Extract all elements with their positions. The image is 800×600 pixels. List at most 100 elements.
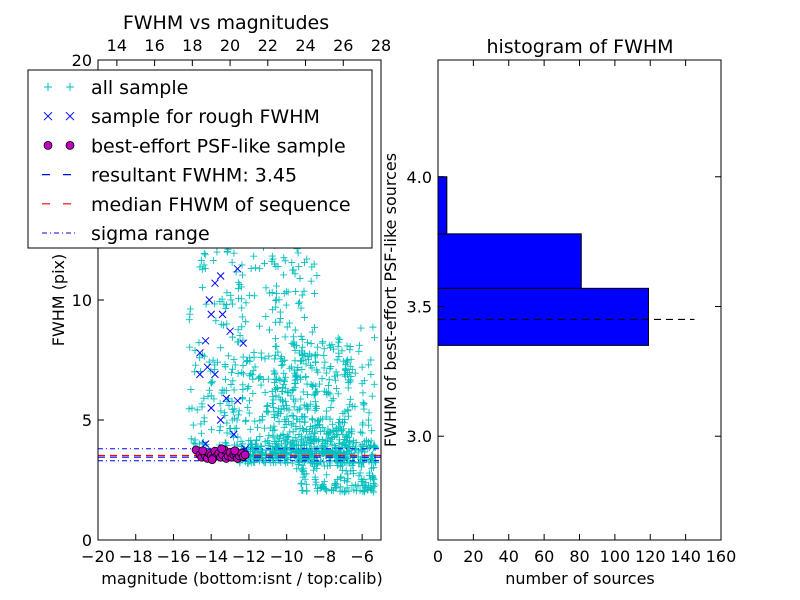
all-sample-point	[261, 389, 269, 397]
all-sample-point	[329, 433, 337, 441]
best-effort-sample-point	[217, 444, 226, 454]
all-sample-point	[280, 380, 288, 388]
all-sample-point	[369, 323, 377, 331]
all-sample-point	[303, 255, 311, 263]
all-sample-point	[198, 283, 206, 291]
all-sample-point	[269, 433, 277, 441]
all-sample-point	[349, 458, 357, 466]
all-sample-point	[261, 438, 269, 446]
all-sample-point	[368, 474, 376, 482]
all-sample-point	[327, 363, 335, 371]
all-sample-point	[360, 486, 368, 494]
all-sample-point	[291, 357, 299, 365]
top-x-tick-label: 22	[258, 36, 278, 55]
all-sample-point	[200, 418, 208, 426]
y-tick-label: 20	[72, 51, 92, 70]
all-sample-point	[201, 265, 209, 273]
all-sample-point	[368, 392, 376, 400]
all-sample-point	[223, 429, 231, 437]
all-sample-point	[322, 369, 330, 377]
all-sample-point	[197, 256, 205, 264]
x-tick-label: 80	[569, 547, 589, 566]
all-sample-point	[307, 380, 315, 388]
all-sample-point	[216, 297, 224, 305]
all-sample-point	[307, 340, 315, 348]
all-sample-point	[298, 347, 306, 355]
all-sample-point	[318, 441, 326, 449]
all-sample-point	[291, 342, 299, 350]
all-sample-point	[261, 424, 269, 432]
all-sample-point	[236, 281, 244, 289]
all-sample-point	[347, 373, 355, 381]
all-sample-point	[328, 397, 336, 405]
all-sample-point	[318, 375, 326, 383]
all-sample-point	[334, 430, 342, 438]
all-sample-point	[208, 378, 216, 386]
rough-sample-point	[211, 279, 219, 288]
all-sample-point	[303, 447, 311, 455]
all-sample-point	[301, 475, 309, 483]
all-sample-point	[228, 258, 236, 266]
all-sample-point	[297, 332, 305, 340]
all-sample-point	[238, 323, 246, 331]
all-sample-point	[352, 438, 360, 446]
legend: all sample sample for rough FWHM best-effo…	[27, 69, 373, 249]
all-sample-point	[288, 412, 296, 420]
all-sample-point	[213, 358, 221, 366]
all-sample-point	[350, 459, 358, 467]
x-tick-label: 40	[499, 547, 519, 566]
rough-sample-point	[222, 394, 231, 403]
all-sample-point	[216, 400, 224, 408]
all-sample-point	[360, 405, 368, 413]
legend-entry: sample for rough FWHM	[43, 106, 320, 128]
all-sample-point	[311, 324, 319, 332]
all-sample-point	[274, 412, 282, 420]
all-sample-point	[321, 478, 329, 486]
all-sample-point	[317, 458, 325, 466]
all-sample-point	[343, 478, 351, 486]
all-sample-point	[230, 355, 238, 363]
all-sample-point	[304, 353, 312, 361]
all-sample-point	[307, 277, 315, 285]
all-sample-point	[284, 417, 292, 425]
all-sample-point	[300, 458, 308, 466]
all-sample-point	[339, 439, 347, 447]
all-sample-point	[277, 448, 285, 456]
all-sample-point	[368, 484, 376, 492]
all-sample-point	[369, 450, 377, 458]
top-x-tick-label: 16	[144, 36, 164, 55]
all-sample-point	[251, 446, 259, 454]
all-sample-point	[362, 479, 370, 487]
all-sample-point	[320, 387, 328, 395]
all-sample-point	[284, 288, 292, 296]
legend-plus-marker	[44, 83, 52, 91]
all-sample-point	[229, 377, 237, 385]
all-sample-point	[358, 363, 366, 371]
all-sample-point	[343, 359, 351, 367]
all-sample-point	[325, 376, 333, 384]
all-sample-point	[294, 364, 302, 372]
all-sample-point	[365, 421, 373, 429]
all-sample-point	[262, 313, 270, 321]
all-sample-point	[234, 294, 242, 302]
all-sample-point	[236, 331, 244, 339]
all-sample-point	[243, 384, 251, 392]
all-sample-point	[242, 299, 250, 307]
all-sample-point	[343, 484, 351, 492]
all-sample-point	[291, 270, 299, 278]
all-sample-point	[269, 396, 277, 404]
all-sample-point	[207, 392, 215, 400]
legend-x-marker	[43, 111, 53, 121]
all-sample-point	[303, 487, 311, 495]
all-sample-point	[310, 260, 318, 268]
all-sample-point	[245, 409, 253, 417]
all-sample-point	[291, 397, 299, 405]
legend-label: median FHWM of sequence	[91, 194, 351, 216]
histogram-bar	[437, 233, 582, 289]
all-sample-point	[245, 437, 253, 445]
all-sample-point	[304, 391, 312, 399]
all-sample-point	[248, 371, 256, 379]
all-sample-point	[294, 249, 302, 257]
all-sample-point	[314, 416, 322, 424]
all-sample-point	[336, 436, 344, 444]
